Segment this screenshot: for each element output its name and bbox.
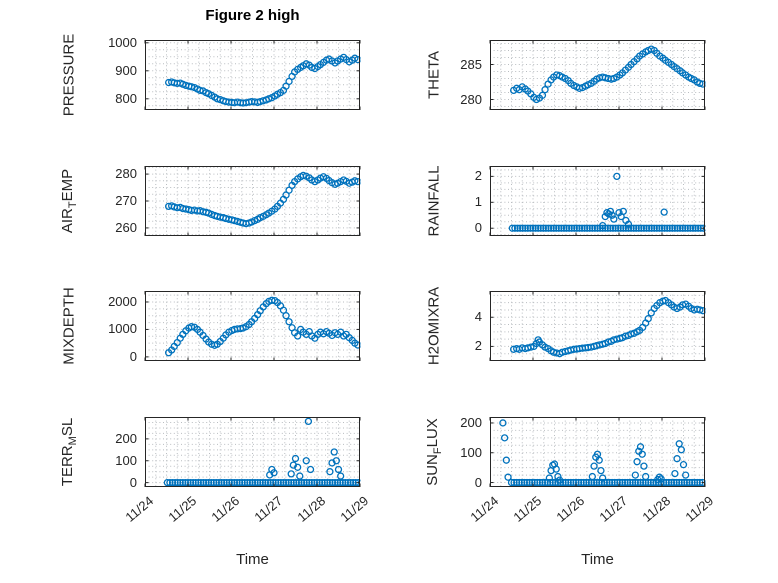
y-tick-label: 2 (474, 168, 482, 184)
y-tick-label: 1000 (108, 321, 137, 337)
terr-msl-plot (144, 417, 361, 487)
air-temp-plot (144, 166, 361, 236)
y-axis-label: SUNFLUX (424, 418, 444, 486)
y-tick-label: 0 (129, 474, 137, 490)
data-markers (499, 419, 706, 487)
y-tick-label: 4 (474, 309, 482, 325)
y-axis-label: THETA (425, 50, 443, 100)
axes-box (490, 166, 705, 236)
axes-box (145, 40, 360, 110)
subplot-h2omixra: 2 4 H2OMIXRA (426, 287, 706, 365)
subplot-theta: 280 285 THETA (426, 40, 706, 110)
x-tick-label: 11/29 (337, 493, 372, 525)
x-tick-label: 11/27 (251, 493, 286, 525)
y-axis-label: PRESSURE (60, 33, 78, 117)
subplot-air-temp: 260 270 280 AIRTEMP (59, 166, 361, 236)
x-tick-label: 11/24 (467, 493, 502, 525)
x-tick-label: 11/26 (208, 493, 243, 525)
subplot-rainfall: 0 1 2 RAINFALL (426, 166, 706, 236)
y-tick-label: 280 (115, 166, 137, 182)
y-tick-label: 200 (115, 430, 137, 446)
x-tick-label: 11/28 (639, 493, 674, 525)
y-tick-label: 1 (474, 194, 482, 210)
y-axis-label: H2OMIXRA (425, 286, 443, 366)
data-markers (509, 45, 706, 104)
y-tick-label: 270 (115, 193, 137, 208)
y-tick-label: 100 (460, 444, 482, 460)
y-tick-label: 0 (474, 474, 482, 490)
data-markers (164, 53, 361, 107)
axes-box (490, 40, 705, 110)
x-tick-label: 11/24 (122, 493, 157, 525)
y-tick-label: 2 (474, 338, 482, 354)
rainfall-plot (489, 166, 706, 236)
x-tick-label: 11/27 (596, 493, 631, 525)
axes-box (490, 417, 705, 487)
y-tick-label: 280 (460, 91, 482, 107)
y-tick-label: 0 (474, 220, 482, 236)
subplot-mixdepth: 0 1000 2000 MIXDEPTH (61, 287, 361, 365)
y-axis-label: MIXDEPTH (60, 287, 78, 365)
x-axis-label-left: Time (236, 551, 269, 568)
y-tick-label: 2000 (108, 293, 137, 309)
y-tick-label: 800 (115, 90, 137, 106)
mixdepth-plot (144, 291, 361, 361)
y-tick-label: 1000 (108, 34, 137, 50)
data-markers (164, 171, 361, 228)
axes-box (145, 417, 360, 487)
y-tick-label: 100 (115, 452, 137, 468)
y-axis-label: AIRTEMP (59, 168, 79, 234)
y-tick-label: 285 (460, 56, 482, 72)
subplot-terr-msl: 0 100 200 TERRMSL 11/24 11/25 11/26 11/27 11/28 1… (59, 417, 372, 525)
axes-box (145, 291, 360, 361)
x-tick-label: 11/25 (510, 493, 545, 525)
y-tick-label: 900 (115, 62, 137, 78)
x-tick-label: 11/28 (294, 493, 329, 525)
y-axis-label: RAINFALL (425, 165, 443, 237)
h2omixra-plot (489, 291, 706, 361)
theta-plot (489, 40, 706, 110)
data-markers (509, 296, 706, 358)
data-markers (164, 296, 361, 357)
y-tick-label: 200 (460, 414, 482, 430)
axes-box (490, 291, 705, 361)
y-tick-label: 260 (115, 219, 137, 235)
y-tick-label: 0 (129, 348, 137, 364)
y-axis-label: TERRMSL (59, 417, 79, 487)
data-markers (508, 172, 706, 232)
x-tick-label: 11/25 (165, 493, 200, 525)
sun-flux-plot (489, 417, 706, 487)
x-tick-label: 11/29 (682, 493, 717, 525)
axes-box (145, 166, 360, 236)
pressure-plot (144, 40, 361, 110)
x-axis-label-right: Time (581, 551, 614, 568)
subplot-pressure: 800 900 1000 PRESSURE (61, 34, 361, 116)
x-tick-label: 11/26 (553, 493, 588, 525)
subplot-sun-flux: 0 100 200 SUNFLUX 11/24 11/25 11/26 11/27 11/28 1… (424, 415, 717, 525)
figure-title: Figure 2 high (205, 7, 300, 24)
